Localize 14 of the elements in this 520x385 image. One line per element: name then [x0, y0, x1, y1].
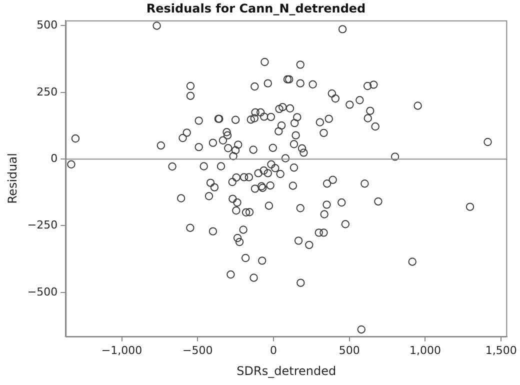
chart-title: Residuals for Cann_N_detrended	[146, 1, 366, 16]
y-tick-label: 0	[50, 152, 58, 165]
y-axis-title: Residual	[5, 153, 20, 204]
x-axis-title: SDRs_detrended	[236, 364, 336, 378]
x-tick-label: −1,000	[101, 344, 142, 357]
x-tick-label: −500	[182, 344, 213, 357]
x-tick-label: 0	[270, 344, 277, 357]
x-tick-label: 500	[338, 344, 360, 357]
y-tick-label: 250	[36, 85, 58, 98]
x-tick-label: 1,000	[409, 344, 441, 357]
x-tick-label: 1,500	[485, 344, 517, 357]
y-tick-label: −250	[27, 218, 58, 232]
y-tick-label: 500	[36, 18, 58, 32]
y-tick-label: −500	[27, 285, 58, 298]
